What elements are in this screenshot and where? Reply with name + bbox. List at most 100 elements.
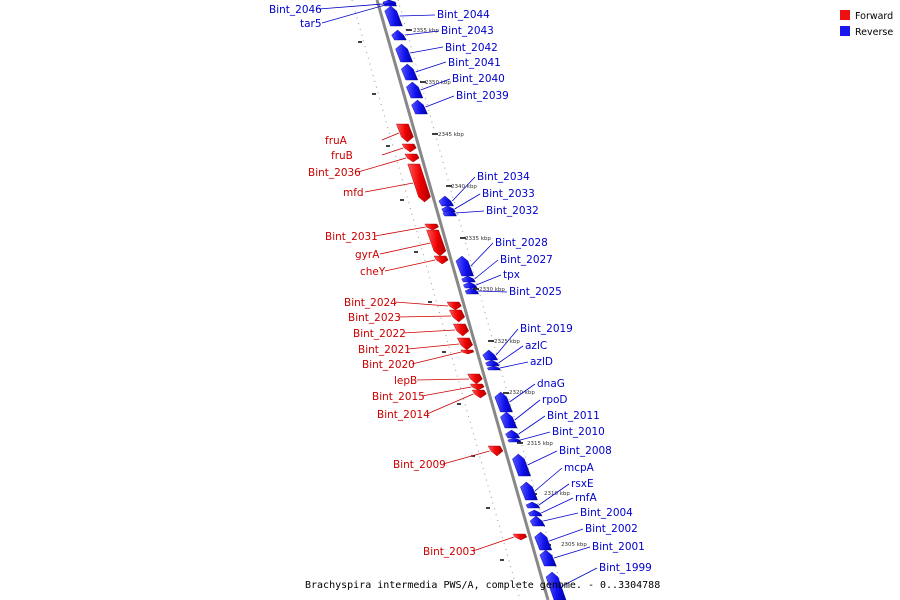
gene-block-bint-2022[interactable] — [453, 323, 470, 337]
gene-block-bint-2031[interactable] — [424, 223, 439, 231]
gene-block-bint-2009[interactable] — [487, 445, 504, 457]
gene-block-bint-2024[interactable] — [446, 301, 462, 311]
gene-block-bint-2032[interactable] — [442, 209, 457, 217]
gene-block-bint-2040[interactable] — [406, 81, 424, 99]
leader-line — [509, 383, 536, 403]
gene-label-bint-2023[interactable]: Bint_2023 — [348, 312, 401, 324]
gene-block-bint-2002[interactable] — [534, 531, 553, 551]
gene-label-rpod[interactable]: rpoD — [542, 394, 568, 406]
gene-label-frua[interactable]: fruA — [325, 135, 348, 147]
gene-block-frub[interactable] — [401, 143, 417, 153]
gene-label-bint-2041[interactable]: Bint_2041 — [448, 57, 501, 69]
gene-label-bint-2020[interactable]: Bint_2020 — [362, 359, 415, 371]
gene-block-bint-2014[interactable] — [471, 389, 487, 399]
gene-block-rpod[interactable] — [500, 411, 518, 429]
gene-label-bint-2011[interactable]: Bint_2011 — [547, 410, 600, 422]
gene-block-bint-2019[interactable] — [482, 349, 498, 361]
gene-block-bint-2023[interactable] — [449, 309, 466, 323]
gene-label-bint-2031[interactable]: Bint_2031 — [325, 231, 378, 243]
gene-block-chey[interactable] — [433, 255, 449, 265]
leader-line — [416, 378, 470, 381]
gene-label-bint-2010[interactable]: Bint_2010 — [552, 426, 605, 438]
gene-label-bint-2046[interactable]: Bint_2046 — [269, 4, 322, 16]
gene-label-bint-2003[interactable]: Bint_2003 — [423, 546, 476, 558]
gene-label-rsxe[interactable]: rsxE — [571, 478, 594, 490]
gene-label-bint-2033[interactable]: Bint_2033 — [482, 188, 535, 200]
leader-line — [384, 259, 436, 272]
gene-block-mfd[interactable] — [407, 163, 431, 203]
leader-line — [420, 78, 451, 91]
gene-block-mcpa[interactable] — [520, 481, 538, 501]
gene-label-mfd[interactable]: mfd — [343, 187, 364, 199]
gene-label-bint-2015[interactable]: Bint_2015 — [372, 391, 425, 403]
gene-label-bint-2025[interactable]: Bint_2025 — [509, 286, 562, 298]
gene-label-bint-2027[interactable]: Bint_2027 — [500, 254, 553, 266]
gene-label-bint-2032[interactable]: Bint_2032 — [486, 205, 539, 217]
gene-label-tpx[interactable]: tpx — [503, 269, 520, 281]
leader-line — [357, 157, 407, 173]
gene-block-bint-2025[interactable] — [464, 287, 480, 295]
gene-label-bint-2036[interactable]: Bint_2036 — [308, 167, 361, 179]
gene-label-bint-2001[interactable]: Bint_2001 — [592, 541, 645, 553]
gene-label-bint-2014[interactable]: Bint_2014 — [377, 409, 430, 421]
leader-line — [410, 46, 444, 54]
gene-label-bint-2022[interactable]: Bint_2022 — [353, 328, 406, 340]
leader-line — [451, 176, 476, 202]
gene-block-bint-2027[interactable] — [461, 275, 476, 283]
gene-label-bint-2002[interactable]: Bint_2002 — [585, 523, 638, 535]
gene-block-bint-2044[interactable] — [384, 5, 403, 27]
gene-label-bint-2034[interactable]: Bint_2034 — [477, 171, 530, 183]
gene-block-bint-2042[interactable] — [395, 43, 413, 63]
gene-block-lepb[interactable] — [467, 373, 483, 385]
gene-label-bint-2040[interactable]: Bint_2040 — [452, 73, 505, 85]
gene-block-rnfa[interactable] — [528, 509, 543, 517]
gene-block-bint-2020[interactable] — [460, 349, 475, 355]
gene-block-bint-2021[interactable] — [457, 337, 473, 351]
gene-label-mcpa[interactable]: mcpA — [564, 462, 595, 474]
gene-label-bint-2024[interactable]: Bint_2024 — [344, 297, 397, 309]
gene-block-bint-2039[interactable] — [411, 99, 428, 115]
tick-label: 2310 kbp — [544, 491, 570, 497]
gene-label-rnfa[interactable]: rnfA — [575, 492, 597, 504]
gene-label-bint-2009[interactable]: Bint_2009 — [393, 459, 446, 471]
gene-block-gyra[interactable] — [426, 229, 447, 257]
gene-label-lepb[interactable]: lepB — [394, 375, 417, 387]
gene-label-frub[interactable]: fruB — [331, 150, 353, 162]
gene-block-bint-2036[interactable] — [404, 153, 420, 163]
gene-block-bint-2011[interactable] — [505, 429, 521, 439]
gene-label-chey[interactable]: cheY — [360, 266, 386, 278]
gene-label-gyra[interactable]: gyrA — [355, 249, 380, 261]
gene-label-bint-2043[interactable]: Bint_2043 — [441, 25, 494, 37]
leader-lines — [318, 1, 598, 587]
leader-line — [477, 290, 508, 293]
gene-block-bint-2003[interactable] — [512, 533, 528, 541]
gene-block-azld[interactable] — [487, 365, 501, 371]
gene-label-bint-2028[interactable]: Bint_2028 — [495, 237, 548, 249]
gene-block-bint-2041[interactable] — [400, 63, 419, 81]
gene-block-bint-2010[interactable] — [507, 437, 522, 443]
gene-block-frua[interactable] — [396, 123, 414, 143]
gene-block-bint-2001[interactable] — [539, 549, 557, 567]
gene-label-bint-2004[interactable]: Bint_2004 — [580, 507, 633, 519]
genome-backbone — [375, 0, 550, 600]
gene-label-azlc[interactable]: azlC — [525, 340, 547, 352]
gene-label-dnag[interactable]: dnaG — [537, 378, 565, 390]
gene-label-bint-1999[interactable]: Bint_1999 — [599, 562, 652, 574]
gene-block-bint-2008[interactable] — [512, 453, 531, 477]
gene-block-bint-2043[interactable] — [391, 29, 407, 41]
gene-label-bint-2042[interactable]: Bint_2042 — [445, 42, 498, 54]
gene-label-bint-2019[interactable]: Bint_2019 — [520, 323, 573, 335]
gene-block-tpx[interactable] — [463, 281, 478, 289]
gene-block-azlc[interactable] — [485, 359, 500, 367]
gene-block-bint-2034[interactable] — [438, 195, 455, 207]
gene-label-tar5[interactable]: tar5 — [300, 18, 322, 30]
gene-label-azld[interactable]: azlD — [530, 356, 553, 368]
gene-block-bint-2015[interactable] — [470, 383, 485, 391]
gene-block-bint-1999[interactable] — [545, 571, 567, 600]
gene-label-bint-2044[interactable]: Bint_2044 — [437, 9, 490, 21]
gene-block-bint-2004[interactable] — [529, 515, 546, 527]
gene-label-bint-2021[interactable]: Bint_2021 — [358, 344, 411, 356]
gene-label-bint-2039[interactable]: Bint_2039 — [456, 90, 509, 102]
gene-label-bint-2008[interactable]: Bint_2008 — [559, 445, 612, 457]
gene-block-rsxe[interactable] — [525, 501, 541, 509]
